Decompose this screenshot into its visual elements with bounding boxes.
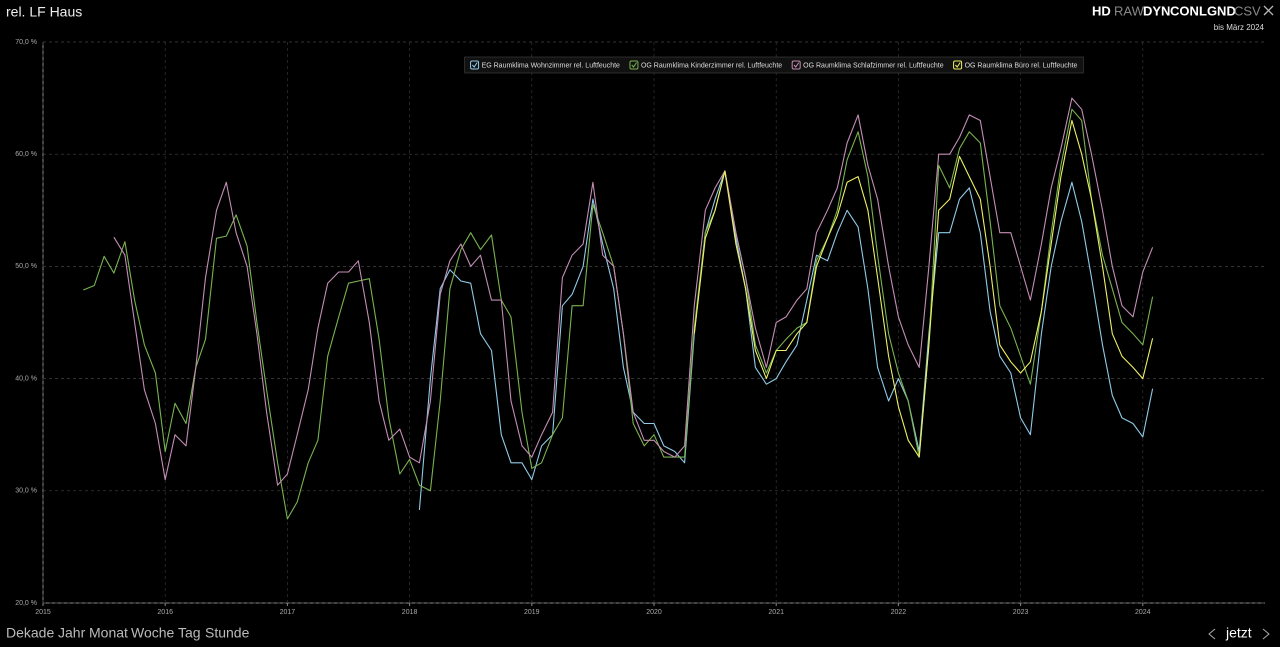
period-button[interactable]: Woche <box>131 625 175 641</box>
x-tick-label: 2023 <box>1013 609 1029 616</box>
mode-button[interactable]: CON <box>1170 3 1199 18</box>
period-button[interactable]: Dekade <box>6 625 54 641</box>
close-icon[interactable] <box>1263 5 1274 16</box>
period-button[interactable]: Monat <box>89 625 128 641</box>
period-button[interactable]: Jahr <box>58 625 86 641</box>
mode-button[interactable]: HD <box>1092 3 1111 18</box>
x-tick-label: 2017 <box>280 609 296 616</box>
mode-button[interactable]: DYN <box>1143 3 1170 18</box>
series-line <box>693 119 1154 458</box>
x-tick-label: 2018 <box>402 609 418 616</box>
legend-swatch <box>629 60 639 70</box>
chart-title: rel. LF Haus <box>6 4 82 20</box>
y-tick-label: 70,0 % <box>15 39 37 46</box>
range-label: bis März 2024 <box>1214 23 1265 32</box>
legend-check <box>793 62 800 68</box>
period-button[interactable]: Tag <box>178 625 201 641</box>
legend-swatch <box>470 60 480 70</box>
legend-check <box>631 62 637 68</box>
y-tick-label: 40,0 % <box>15 375 37 382</box>
x-tick-label: 2024 <box>1135 609 1151 616</box>
now-button[interactable]: jetzt <box>1225 625 1252 641</box>
series-line <box>83 108 1154 520</box>
legend-label: OG Raumklima Büro rel. Luftfeuchte <box>965 62 1078 69</box>
x-tick-label: 2021 <box>768 609 784 616</box>
series-line <box>113 97 1154 486</box>
legend-swatch <box>791 60 801 70</box>
legend-swatch <box>953 60 963 70</box>
mode-button[interactable]: CSV <box>1234 3 1261 18</box>
series-line <box>418 170 1154 510</box>
x-tick-label: 2022 <box>891 609 907 616</box>
x-tick-label: 2016 <box>157 609 173 616</box>
prev-arrow[interactable] <box>1208 628 1216 640</box>
period-button[interactable]: Stunde <box>205 625 250 641</box>
mode-button[interactable]: LGND <box>1199 3 1236 18</box>
legend: EG Raumklima Wohnzimmer rel. Luftfeuchte… <box>464 56 1084 74</box>
legend-check <box>955 62 961 68</box>
y-tick-label: 50,0 % <box>15 263 37 270</box>
legend-check <box>471 62 478 68</box>
mode-button[interactable]: RAW <box>1114 3 1145 18</box>
y-tick-label: 30,0 % <box>15 488 37 495</box>
next-arrow[interactable] <box>1262 628 1270 640</box>
legend-label: OG Raumklima Schlafzimmer rel. Luftfeuch… <box>803 62 944 69</box>
x-tick-label: 2015 <box>35 609 51 616</box>
y-tick-label: 20,0 % <box>15 600 37 607</box>
legend-label: OG Raumklima Kinderzimmer rel. Luftfeuch… <box>641 62 782 69</box>
legend-label: EG Raumklima Wohnzimmer rel. Luftfeuchte <box>482 62 620 69</box>
y-tick-label: 60,0 % <box>15 151 37 158</box>
x-tick-label: 2019 <box>524 609 540 616</box>
x-tick-label: 2020 <box>646 609 662 616</box>
legend-box <box>464 56 1084 74</box>
